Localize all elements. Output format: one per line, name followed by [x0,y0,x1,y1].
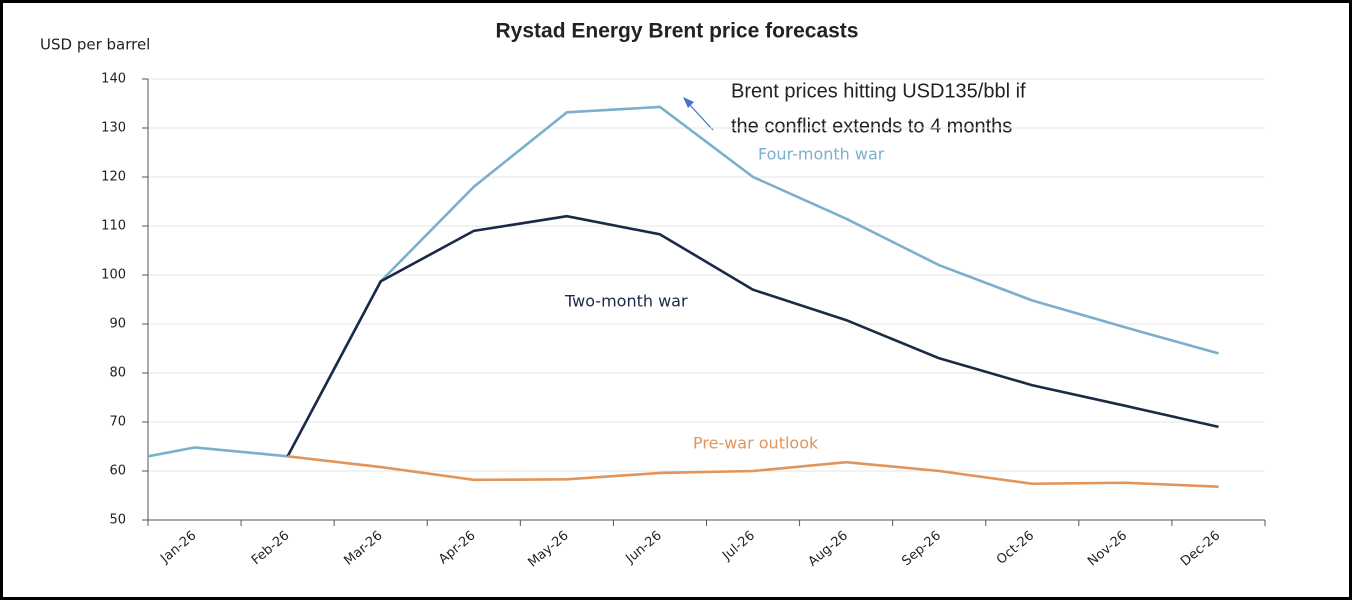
y-tick-label: 110 [101,219,126,234]
series-line [287,455,1219,488]
y-tick-label: 60 [109,464,126,479]
annotation: Brent prices hitting USD135/bbl if [731,80,1026,102]
y-tick-label: 90 [109,317,126,332]
annotation-arrow [688,103,714,131]
y-tick-label: 80 [109,366,126,381]
series-label: Pre-war outlook [693,434,819,453]
chart-title: Rystad Energy Brent price forecasts [496,20,859,43]
y-tick-label: 50 [109,513,126,528]
series-line [286,214,1219,457]
annotation-arrowhead [683,97,694,108]
series-label: Four-month war [758,145,885,164]
y-tick-label: 70 [109,415,126,430]
annotation: the conflict extends to 4 months [731,115,1012,137]
y-axis-label: USD per barrel [40,36,150,54]
y-tick-label: 100 [101,268,126,283]
y-tick-label: 130 [101,121,126,136]
series-label: Two-month war [564,292,688,311]
y-tick-label: 140 [101,72,126,87]
y-tick-label: 120 [101,170,126,185]
